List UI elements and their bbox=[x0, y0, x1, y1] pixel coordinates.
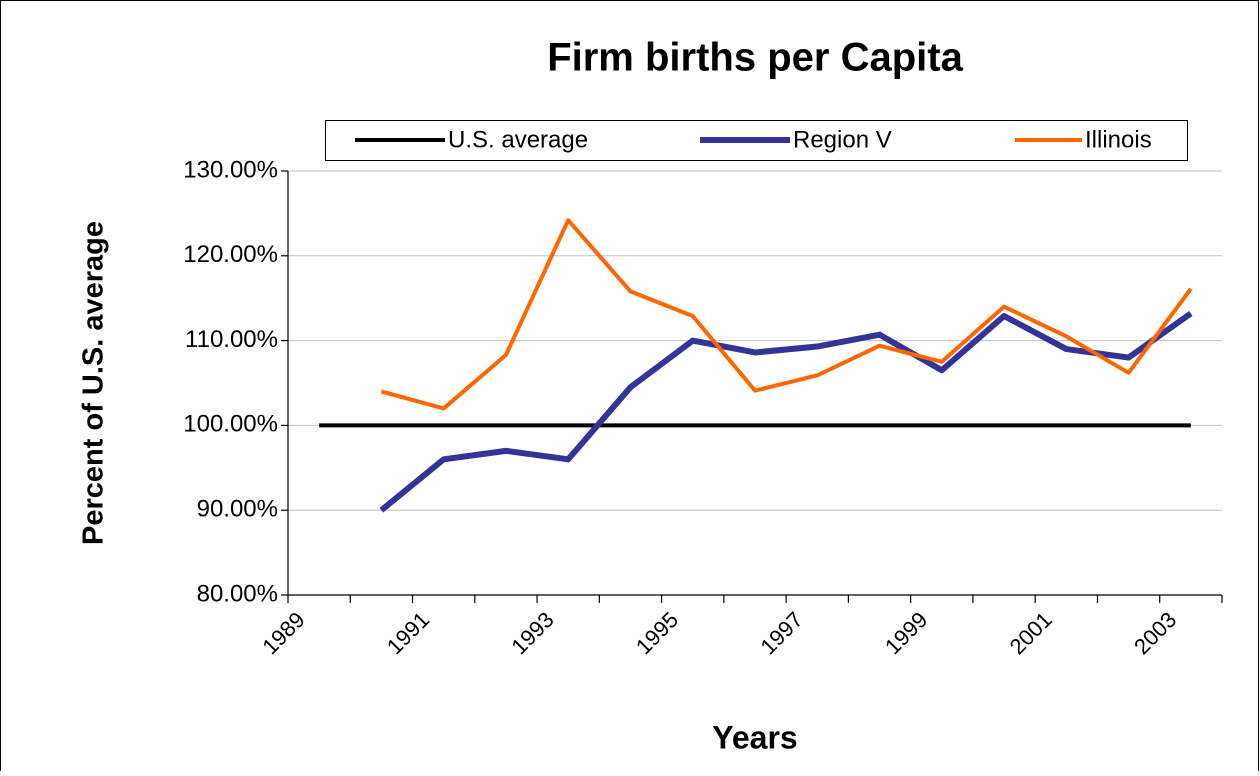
y-tick-label: 100.00% bbox=[183, 411, 278, 438]
legend-label: Illinois bbox=[1085, 126, 1152, 153]
series-line bbox=[380, 218, 1193, 411]
y-axis-title: Percent of U.S. average bbox=[78, 221, 110, 545]
x-axis-title: Years bbox=[712, 719, 797, 755]
y-tick-label: 130.00% bbox=[183, 156, 278, 183]
y-tick-label: 80.00% bbox=[197, 580, 278, 607]
legend-label: U.S. average bbox=[448, 126, 588, 153]
y-tick-label: 90.00% bbox=[197, 496, 278, 523]
legend-label: Region V bbox=[793, 126, 892, 153]
series-line bbox=[379, 311, 1193, 513]
chart-title: Firm births per Capita bbox=[547, 36, 963, 80]
y-tick-label: 120.00% bbox=[183, 241, 278, 268]
y-tick-label: 110.00% bbox=[185, 326, 278, 353]
